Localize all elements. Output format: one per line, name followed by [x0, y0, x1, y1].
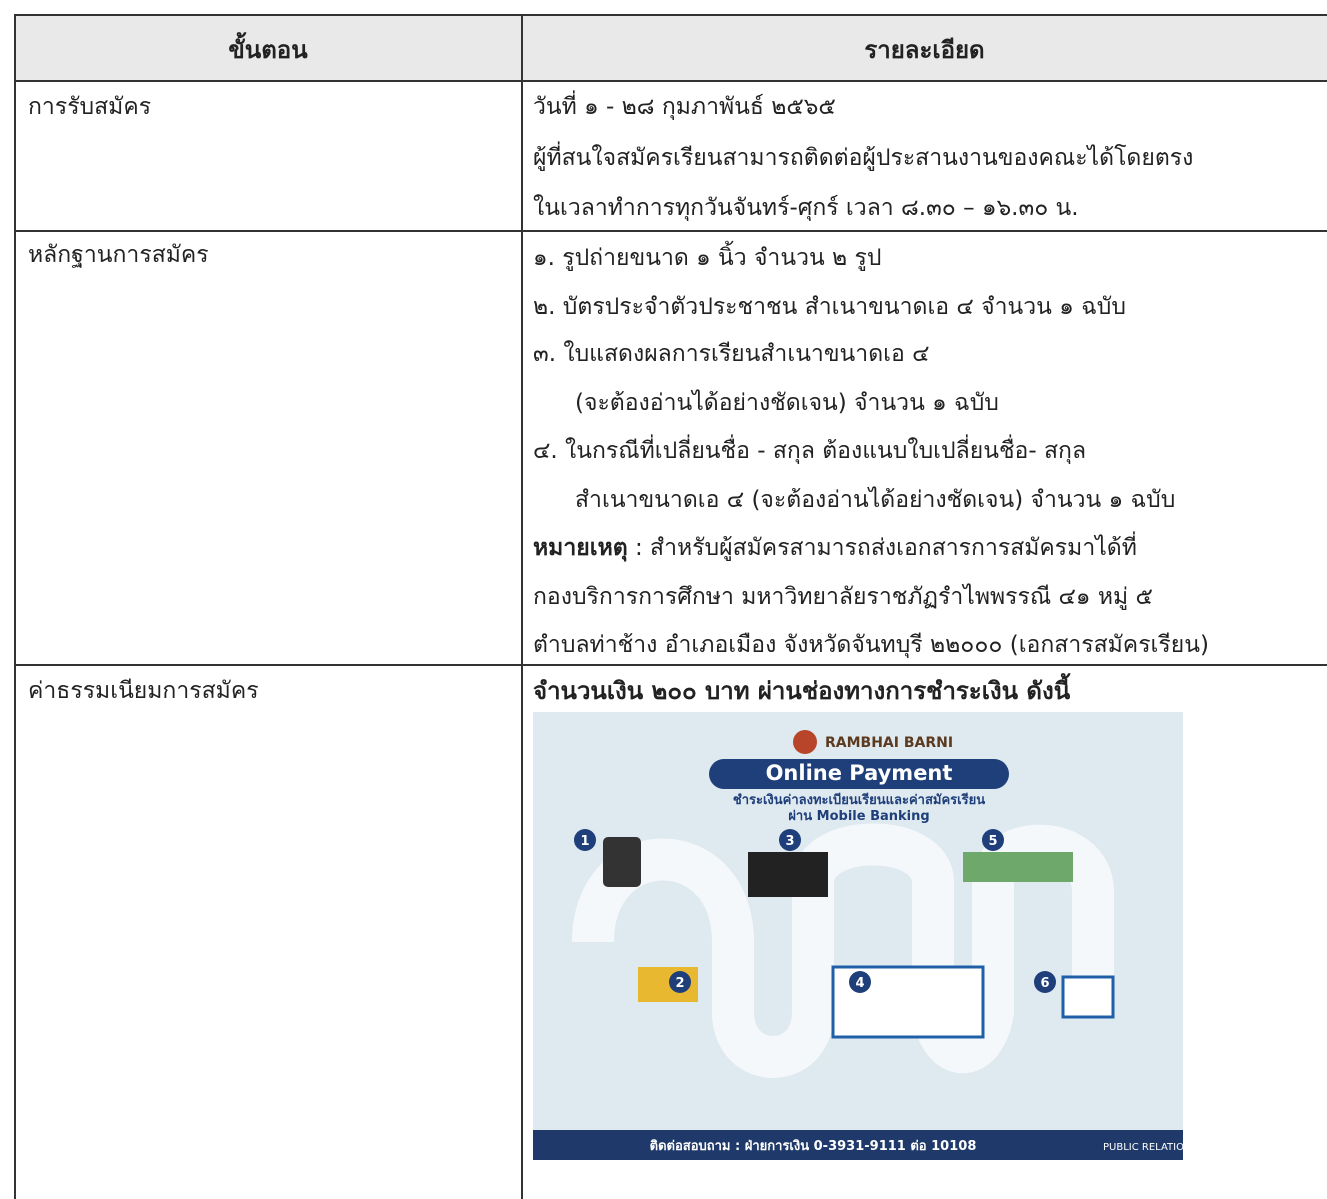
note-line: หมายเหตุ : สำหรับผู้สมัครสามารถส่งเอกสาร…	[533, 533, 1137, 563]
detail-line: ๔. ในกรณีที่เปลี่ยนชื่อ - สกุล ต้องแนบใบ…	[533, 438, 1087, 464]
header-cell	[522, 14, 1327, 80]
note-label: หมายเหตุ	[533, 535, 628, 561]
step-badges: 1 2 3 4 5 6	[574, 829, 1056, 993]
title-pill	[709, 759, 1009, 789]
poster-contact: ติดต่อสอบถาม : ฝ่ายการเงิน 0-3931-9111 ต…	[650, 1139, 977, 1154]
step-circle	[574, 829, 596, 851]
border	[14, 80, 1327, 82]
step-circle	[849, 971, 871, 993]
step-number: 6	[1040, 976, 1049, 991]
detail-line: (จะต้องอ่านได้อย่างชัดเจน) จำนวน ๑ ฉบับ	[575, 390, 999, 416]
payment-poster: RAMBHAI BARNI Online Payment ชำระเงินค่า…	[533, 712, 1183, 1160]
note-line: ตำบลท่าช้าง อำเภอเมือง จังหวัดจันทบุรี ๒…	[533, 632, 1209, 658]
step-circle	[669, 971, 691, 993]
phone-icon	[603, 837, 641, 887]
detail-line: สำเนาขนาดเอ ๔ (จะต้องอ่านได้อย่างชัดเจน)…	[575, 487, 1176, 513]
border	[14, 14, 1327, 16]
border	[14, 664, 1327, 666]
step-number: 5	[988, 834, 997, 849]
detail-line: ในเวลาทำการทุกวันจันทร์-ศุกร์ เวลา ๘.๓๐ …	[533, 195, 1079, 221]
note-text: : สำหรับผู้สมัครสามารถส่งเอกสารการสมัครม…	[627, 535, 1137, 561]
poster-channel: ผ่าน Mobile Banking	[788, 809, 929, 824]
poster-brand: RAMBHAI BARNI	[825, 735, 953, 751]
detail-line: ๓. ใบแสดงผลการเรียนสำเนาขนาดเอ ๔	[533, 341, 930, 367]
border	[14, 14, 16, 1199]
border	[14, 230, 1327, 232]
doc-icon	[1061, 975, 1115, 1019]
logo	[793, 730, 817, 754]
monitor-icon	[748, 852, 828, 897]
poster-subtitle: ชำระเงินค่าลงทะเบียนเรียนและค่าสมัครเรีย…	[733, 792, 985, 808]
detail-line: วันที่ ๑ - ๒๘ กุมภาพันธ์ ๒๕๖๕	[533, 94, 836, 120]
poster-title: Online Payment	[766, 761, 953, 785]
step-circle	[982, 829, 1004, 851]
step-label: ค่าธรรมเนียมการสมัคร	[28, 678, 259, 704]
note-line: กองบริการการศึกษา มหาวิทยาลัยราชภัฏรำไพพ…	[533, 584, 1153, 610]
header-text: ขั้นตอน	[228, 36, 308, 64]
step-label: หลักฐานการสมัคร	[28, 242, 209, 268]
step-circle	[779, 829, 801, 851]
money-icon	[963, 852, 1073, 882]
step-circle	[1034, 971, 1056, 993]
fee-heading: จำนวนเงิน ๒๐๐ บาท ผ่านช่องทางการชำระเงิน…	[533, 677, 1071, 705]
detail-line: ๑. รูปถ่ายขนาด ๑ นิ้ว จำนวน ๒ รูป	[533, 245, 882, 271]
step-number: 2	[675, 976, 684, 991]
step-label: การรับสมัคร	[28, 94, 152, 120]
step-number: 4	[855, 976, 864, 991]
detail-line: ผู้ที่สนใจสมัครเรียนสามารถติดต่อผู้ประสา…	[533, 145, 1194, 171]
header-cell	[14, 14, 522, 80]
footer-band	[533, 1130, 1183, 1160]
step-number: 3	[785, 834, 794, 849]
header-text: รายละเอียด	[864, 36, 985, 64]
poster-badge: PUBLIC RELATION	[1103, 1142, 1183, 1153]
step-number: 1	[580, 834, 589, 849]
detail-line: ๒. บัตรประจำตัวประชาชน สำเนาขนาดเอ ๔ จำน…	[533, 294, 1126, 320]
border	[521, 14, 523, 1199]
